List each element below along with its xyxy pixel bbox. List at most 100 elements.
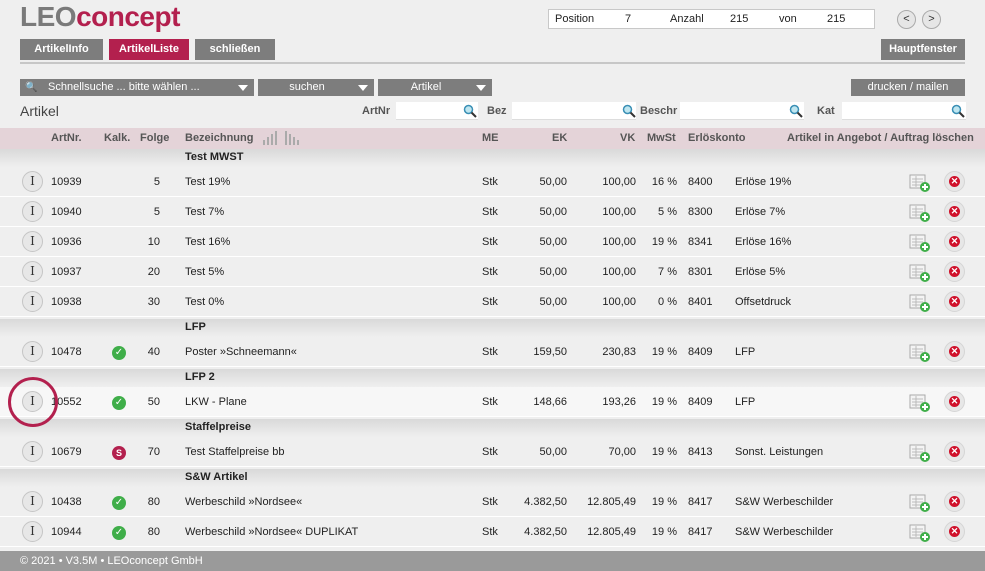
tab-artikelliste[interactable]: ArtikelListe bbox=[109, 39, 189, 60]
add-to-offer-icon[interactable] bbox=[909, 443, 931, 463]
add-to-offer-icon[interactable] bbox=[909, 293, 931, 313]
folge-cell: 30 bbox=[147, 296, 160, 308]
delete-button[interactable]: ✕ bbox=[944, 491, 965, 512]
table-row[interactable]: I 10944 80 Werbeschild »Nordsee« DUPLIKAT St… bbox=[0, 517, 985, 547]
table-row[interactable]: I 10940 5 Test 7% Stk 50,00 100,00 5 % 8300 Erlös… bbox=[0, 197, 985, 227]
search-icon[interactable] bbox=[789, 104, 803, 118]
add-to-offer-icon[interactable] bbox=[909, 203, 931, 223]
table-row[interactable]: I 10478 40 Poster »Schneemann« Stk 159,50 230,… bbox=[0, 337, 985, 367]
group-title: LFP bbox=[185, 321, 206, 333]
bezeichnung-cell: Poster »Schneemann« bbox=[185, 346, 297, 358]
chevron-down-icon bbox=[238, 85, 248, 91]
hauptfenster-button[interactable]: Hauptfenster bbox=[881, 39, 965, 60]
close-icon: ✕ bbox=[949, 296, 960, 307]
table-row[interactable]: I 10938 30 Test 0% Stk 50,00 100,00 0 % 8401 Offs… bbox=[0, 287, 985, 317]
table-row[interactable]: I 10438 80 Werbeschild »Nordsee« Stk 4.382,50… bbox=[0, 487, 985, 517]
ek-cell: 50,00 bbox=[539, 206, 567, 218]
info-button[interactable]: I bbox=[22, 171, 43, 192]
add-to-offer-icon[interactable] bbox=[909, 263, 931, 283]
group-header: LFP bbox=[0, 319, 985, 337]
info-button[interactable]: I bbox=[22, 291, 43, 312]
folge-cell: 5 bbox=[153, 176, 160, 188]
info-button[interactable]: I bbox=[22, 201, 43, 222]
col-kalk[interactable]: Kalk. bbox=[104, 132, 131, 144]
tab-artikelinfo[interactable]: ArtikelInfo bbox=[20, 39, 103, 60]
mwst-cell: 19 % bbox=[651, 396, 677, 408]
delete-button[interactable]: ✕ bbox=[944, 291, 965, 312]
delete-button[interactable]: ✕ bbox=[944, 441, 965, 462]
print-mail-button[interactable]: drucken / mailen bbox=[851, 79, 965, 96]
col-ek[interactable]: EK bbox=[552, 132, 568, 144]
vk-cell: 100,00 bbox=[602, 176, 636, 188]
suchen-dropdown[interactable]: suchen bbox=[258, 79, 374, 96]
table-row[interactable]: I 10936 10 Test 16% Stk 50,00 100,00 19 % 8341 Er… bbox=[0, 227, 985, 257]
search-icon: 🔍 bbox=[25, 82, 38, 93]
table-row[interactable]: I 10939 5 Test 19% Stk 50,00 100,00 16 % 8400 Erl… bbox=[0, 167, 985, 197]
info-button[interactable]: I bbox=[22, 391, 43, 412]
delete-button[interactable]: ✕ bbox=[944, 231, 965, 252]
bezeichnung-cell: Werbeschild »Nordsee« DUPLIKAT bbox=[185, 526, 359, 538]
add-to-offer-icon[interactable] bbox=[909, 393, 931, 413]
beschr-filter-input[interactable] bbox=[680, 102, 804, 120]
search-icon[interactable] bbox=[951, 104, 965, 118]
add-to-offer-icon[interactable] bbox=[909, 233, 931, 253]
col-vk[interactable]: VK bbox=[620, 132, 636, 144]
prev-button[interactable]: < bbox=[897, 10, 916, 29]
info-button[interactable]: I bbox=[22, 231, 43, 252]
sort-bars-icon[interactable] bbox=[263, 131, 303, 145]
delete-button[interactable]: ✕ bbox=[944, 391, 965, 412]
ek-cell: 50,00 bbox=[539, 296, 567, 308]
logo-leo: LEO bbox=[20, 1, 77, 32]
table-row[interactable]: I 10552 50 LKW - Plane Stk 148,66 193,26 19 % 84… bbox=[0, 387, 985, 417]
info-button[interactable]: I bbox=[22, 441, 43, 462]
col-me[interactable]: ME bbox=[482, 132, 499, 144]
delete-button[interactable]: ✕ bbox=[944, 341, 965, 362]
artnr-cell: 10478 bbox=[51, 346, 82, 358]
col-artnr[interactable]: ArtNr. bbox=[51, 132, 82, 144]
add-to-offer-icon[interactable] bbox=[909, 523, 931, 543]
info-button[interactable]: I bbox=[22, 341, 43, 362]
bezeichnung-cell: Test 19% bbox=[185, 176, 231, 188]
add-to-offer-icon[interactable] bbox=[909, 343, 931, 363]
me-cell: Stk bbox=[482, 396, 498, 408]
kat-filter-input[interactable] bbox=[842, 102, 966, 120]
bez-filter-label: Bez bbox=[487, 105, 507, 117]
delete-button[interactable]: ✕ bbox=[944, 261, 965, 282]
info-button[interactable]: I bbox=[22, 261, 43, 282]
von-label: von bbox=[779, 13, 797, 25]
artnr-filter-label: ArtNr bbox=[362, 105, 391, 117]
close-icon: ✕ bbox=[949, 446, 960, 457]
artnr-cell: 10940 bbox=[51, 206, 82, 218]
info-button[interactable]: I bbox=[22, 491, 43, 512]
search-icon[interactable] bbox=[463, 104, 477, 118]
info-button[interactable]: I bbox=[22, 521, 43, 542]
add-to-offer-icon[interactable] bbox=[909, 173, 931, 193]
ek-cell: 50,00 bbox=[539, 446, 567, 458]
artikel-dropdown[interactable]: Artikel bbox=[378, 79, 492, 96]
bez-filter-input[interactable] bbox=[512, 102, 636, 120]
mwst-cell: 5 % bbox=[658, 206, 677, 218]
search-icon[interactable] bbox=[622, 104, 636, 118]
delete-button[interactable]: ✕ bbox=[944, 521, 965, 542]
col-mwst[interactable]: MwSt bbox=[647, 132, 676, 144]
delete-button[interactable]: ✕ bbox=[944, 171, 965, 192]
col-erloeskonto[interactable]: Erlöskonto bbox=[688, 132, 746, 144]
table-row[interactable]: I 10679 70 Test Staffelpreise bb Stk 50,00 70,… bbox=[0, 437, 985, 467]
artnr-filter-input[interactable] bbox=[396, 102, 478, 120]
schnellsuche-dropdown[interactable]: 🔍 Schnellsuche ... bitte wählen ... bbox=[20, 79, 254, 96]
add-to-offer-icon[interactable] bbox=[909, 493, 931, 513]
konto-cell: 8413 bbox=[688, 446, 713, 458]
divider bbox=[20, 62, 965, 64]
footer: © 2021 • V3.5M • LEOconcept GmbH bbox=[0, 551, 985, 571]
next-button[interactable]: > bbox=[922, 10, 941, 29]
delete-button[interactable]: ✕ bbox=[944, 201, 965, 222]
bezeichnung-cell: Test 16% bbox=[185, 236, 231, 248]
group-header: Staffelpreise bbox=[0, 419, 985, 437]
col-folge[interactable]: Folge bbox=[140, 132, 170, 144]
position-box: Position 7 Anzahl 215 von 215 bbox=[548, 9, 875, 29]
close-button[interactable]: schließen bbox=[195, 39, 275, 60]
footer-text: © 2021 • V3.5M • LEOconcept GmbH bbox=[20, 555, 203, 567]
table-row[interactable]: I 10937 20 Test 5% Stk 50,00 100,00 7 % 8301 Erlö… bbox=[0, 257, 985, 287]
mwst-cell: 7 % bbox=[658, 266, 677, 278]
col-bezeichnung[interactable]: Bezeichnung bbox=[185, 132, 254, 144]
